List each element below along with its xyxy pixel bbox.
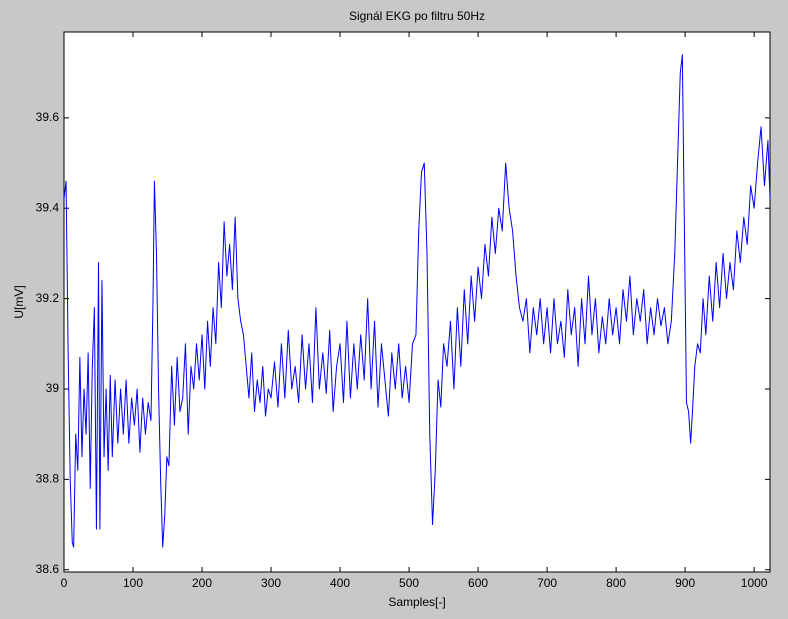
x-tick-label: 200 <box>192 576 212 590</box>
x-tick-label: 400 <box>330 576 350 590</box>
y-tick-label: 39.4 <box>36 200 60 214</box>
y-tick-label: 38.8 <box>36 472 60 486</box>
y-axis-label: U[mV] <box>12 285 26 318</box>
data-line <box>63 54 771 548</box>
y-tick-label: 39.2 <box>36 291 60 305</box>
x-tick-label: 600 <box>468 576 488 590</box>
x-tick-label: 700 <box>537 576 557 590</box>
y-tick-label: 38.6 <box>36 562 60 576</box>
x-tick-label: 100 <box>123 576 143 590</box>
x-tick-label: 300 <box>261 576 281 590</box>
x-tick-label: 0 <box>61 576 68 590</box>
x-tick-label: 1000 <box>741 576 768 590</box>
x-tick-label: 900 <box>675 576 695 590</box>
y-tick-label: 39 <box>46 381 60 395</box>
x-tick-label: 800 <box>606 576 626 590</box>
x-axis-label: Samples[-] <box>388 595 445 609</box>
y-tick-label: 39.6 <box>36 110 60 124</box>
chart-title: Signál EKG po filtru 50Hz <box>349 9 485 23</box>
x-tick-label: 500 <box>399 576 419 590</box>
